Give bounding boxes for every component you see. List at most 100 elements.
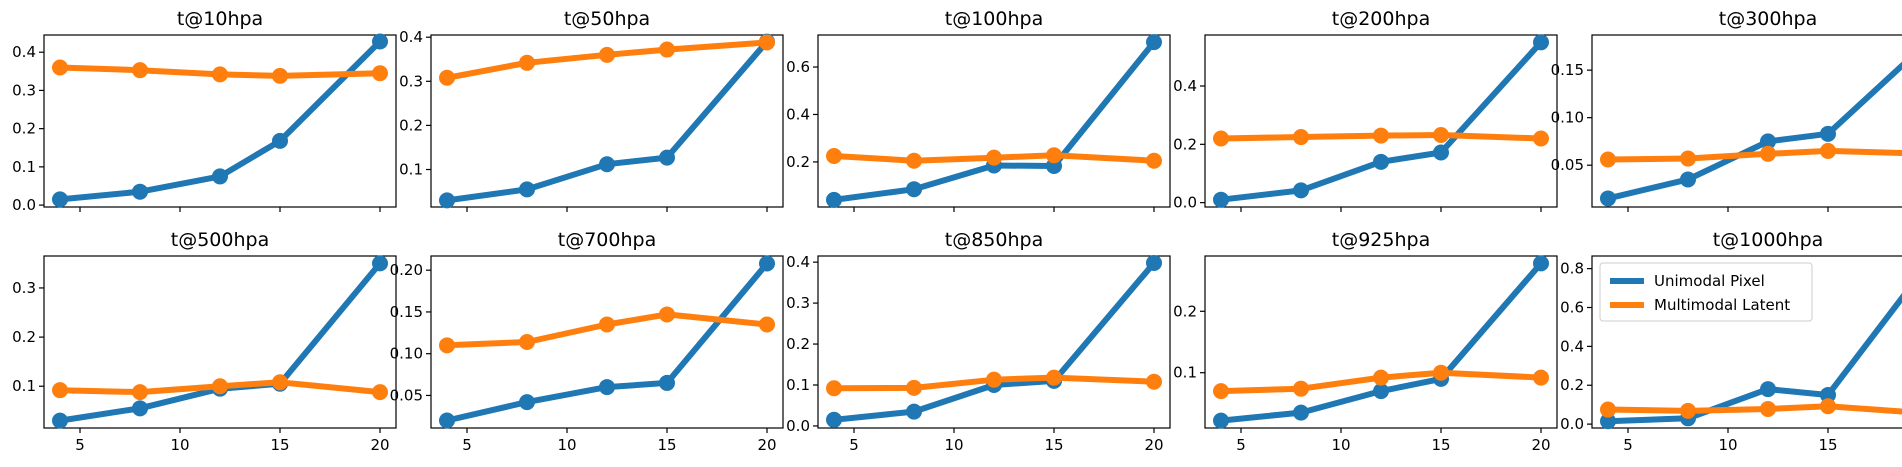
series-line-unimodal-pixel (57, 260, 383, 424)
data-point-multimodal-latent (1760, 400, 1776, 417)
data-point-multimodal-latent (986, 149, 1002, 166)
subplot-t-at-925hpa: t@925hpa 0.1 0.2 5 10 15 20 (1173, 229, 1558, 454)
subplot-t-at-50hpa: t@50hpa 0.1 0.2 0.3 0.4 (399, 8, 784, 212)
x-tick-label: 20 (1144, 436, 1163, 454)
data-point-multimodal-latent (1600, 401, 1616, 418)
subplot-frame (1204, 34, 1558, 208)
x-tick-label: 10 (1331, 436, 1350, 454)
data-point-unimodal-pixel (1760, 381, 1776, 398)
data-point-multimodal-latent (1533, 369, 1549, 386)
data-point-unimodal-pixel (1820, 386, 1836, 403)
data-point-unimodal-pixel (906, 181, 922, 198)
data-point-multimodal-latent (1600, 151, 1616, 168)
x-tick-label: 10 (557, 436, 576, 454)
y-tick-label: 0.10 (1551, 109, 1584, 127)
subplot-t-at-300hpa: t@300hpa 0.05 0.10 0.15 (1551, 8, 1902, 212)
subplot-title: t@925hpa (1332, 229, 1430, 251)
data-point-multimodal-latent (599, 316, 615, 333)
data-point-multimodal-latent (1213, 130, 1229, 147)
x-tick-label: 5 (462, 436, 472, 454)
y-tick-label: 0.4 (12, 43, 36, 61)
x-tick-label: 5 (1623, 436, 1633, 454)
y-tick-label: 0.0 (12, 196, 36, 214)
series-line-unimodal-pixel (1218, 39, 1544, 203)
x-tick-label: 5 (1236, 436, 1246, 454)
data-point-multimodal-latent (1533, 130, 1549, 147)
data-point-unimodal-pixel (1680, 171, 1696, 188)
subplot-t-at-1000hpa: t@1000hpa0.00.20.40.60.85101520Unimodal … (1560, 229, 1902, 454)
subplot-frame (43, 255, 397, 429)
y-tick-label: 0.6 (1560, 299, 1584, 317)
data-point-unimodal-pixel (1820, 125, 1836, 142)
subplot-title: t@700hpa (558, 229, 656, 251)
series-line-unimodal-pixel (1605, 61, 1902, 202)
subplot-title: t@10hpa (177, 8, 263, 30)
data-point-unimodal-pixel (1760, 133, 1776, 150)
y-tick-label: 0.0 (786, 417, 810, 435)
subplot-title: t@100hpa (945, 8, 1043, 30)
data-point-multimodal-latent (272, 67, 288, 84)
y-tick-label: 0.2 (12, 120, 36, 138)
x-tick-label: 10 (944, 436, 963, 454)
data-point-unimodal-pixel (272, 132, 288, 149)
data-point-unimodal-pixel (439, 192, 455, 209)
subplot-title: t@200hpa (1332, 8, 1430, 30)
data-point-unimodal-pixel (826, 191, 842, 208)
y-tick-label: 0.2 (12, 328, 36, 346)
x-tick-label: 15 (1818, 436, 1837, 454)
subplot-frame (817, 255, 1171, 429)
y-tick-label: 0.2 (1173, 135, 1197, 153)
data-point-unimodal-pixel (1213, 412, 1229, 429)
data-point-multimodal-latent (212, 66, 228, 83)
y-tick-label: 0.4 (786, 253, 810, 271)
y-tick-label: 0.1 (12, 377, 36, 395)
subplot-title: t@50hpa (564, 8, 650, 30)
data-point-unimodal-pixel (1293, 182, 1309, 199)
data-point-unimodal-pixel (212, 168, 228, 185)
y-tick-label: 0.2 (1173, 302, 1197, 320)
data-point-multimodal-latent (52, 382, 68, 399)
series-line-unimodal-pixel (831, 39, 1157, 203)
legend-box (1599, 262, 1813, 322)
y-tick-label: 0.2 (786, 153, 810, 171)
data-point-unimodal-pixel (1146, 34, 1162, 51)
data-point-multimodal-latent (132, 384, 148, 401)
data-point-unimodal-pixel (659, 374, 675, 391)
data-point-multimodal-latent (759, 34, 775, 51)
y-tick-label: 0.05 (1551, 156, 1584, 174)
data-point-multimodal-latent (1373, 127, 1389, 144)
data-point-unimodal-pixel (52, 191, 68, 208)
x-tick-label: 10 (1718, 436, 1737, 454)
subplot-frame (817, 34, 1171, 208)
data-point-multimodal-latent (1146, 152, 1162, 169)
subplot-frame (430, 255, 784, 429)
series-line-unimodal-pixel (831, 260, 1157, 423)
data-point-unimodal-pixel (519, 394, 535, 411)
data-point-multimodal-latent (372, 384, 388, 401)
subplot-t-at-700hpa: t@700hpa 0.05 0.10 0.15 0.20 5 10 15 20 (390, 229, 784, 454)
subplot-t-at-10hpa: t@10hpa 0.0 0.1 0.2 0.3 0.4 (12, 8, 397, 214)
y-tick-label: 0.1 (12, 158, 36, 176)
x-tick-label: 5 (849, 436, 859, 454)
data-point-unimodal-pixel (1600, 190, 1616, 207)
subplot-frame (1591, 255, 1902, 429)
data-point-unimodal-pixel (826, 411, 842, 428)
data-point-multimodal-latent (1046, 369, 1062, 386)
y-tick-label: 0.3 (12, 81, 36, 99)
data-point-multimodal-latent (1760, 145, 1776, 162)
data-point-multimodal-latent (1820, 142, 1836, 159)
x-tick-label: 15 (1044, 436, 1063, 454)
data-point-multimodal-latent (659, 41, 675, 58)
y-tick-label: 0.4 (1173, 77, 1197, 95)
data-point-unimodal-pixel (1373, 153, 1389, 170)
data-point-multimodal-latent (1433, 126, 1449, 143)
y-tick-label: 0.1 (1173, 364, 1197, 382)
data-point-unimodal-pixel (906, 403, 922, 420)
data-point-multimodal-latent (1433, 364, 1449, 381)
y-tick-label: 0.4 (1560, 337, 1584, 355)
subplot-title: t@850hpa (945, 229, 1043, 251)
y-tick-label: 0.2 (786, 335, 810, 353)
y-tick-label: 0.10 (390, 345, 423, 363)
y-tick-label: 0.15 (1551, 61, 1584, 79)
